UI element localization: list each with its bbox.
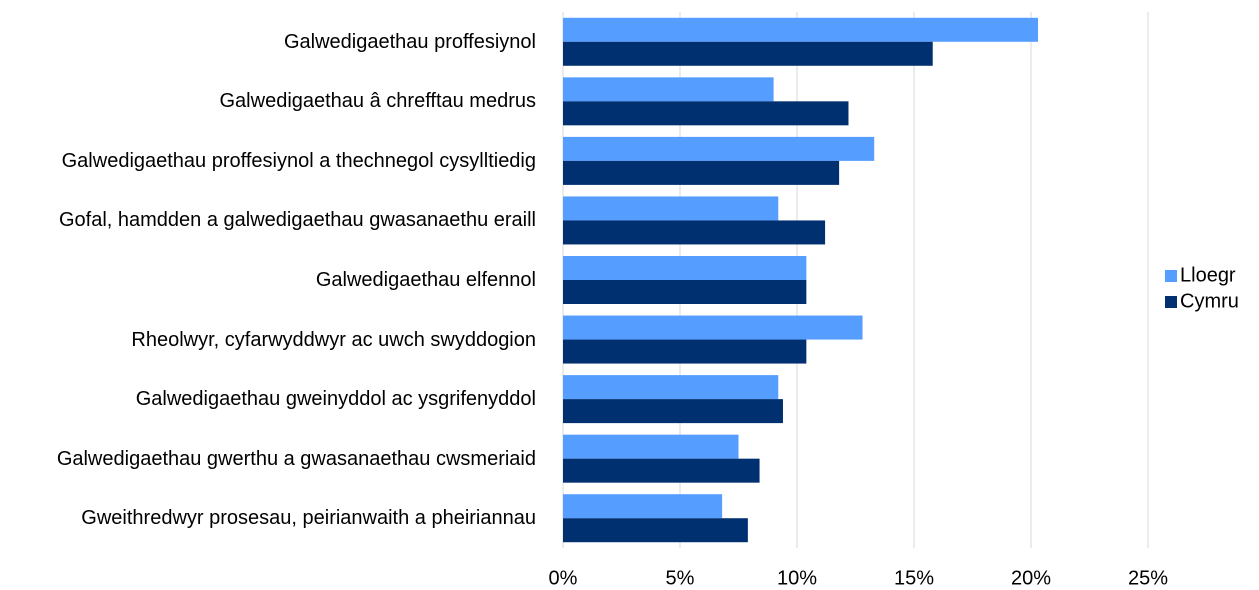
legend-swatch <box>1165 270 1177 282</box>
legend-label: Cymru <box>1180 290 1239 312</box>
category-label: Galwedigaethau gwerthu a gwasanaethau cw… <box>56 447 536 470</box>
bar <box>563 196 779 221</box>
category-label: Rheolwyr, cyfarwyddwyr ac uwch swyddogio… <box>131 328 536 351</box>
bar <box>563 399 783 424</box>
category-label: Gofal, hamdden a galwedigaethau gwasanae… <box>58 209 536 232</box>
legend-swatch <box>1165 296 1177 308</box>
bar <box>563 160 840 185</box>
bar <box>563 518 748 543</box>
x-tick-label: 20% <box>1011 567 1051 589</box>
category-label: Galwedigaethau proffesiynol a thechnegol… <box>61 149 536 172</box>
x-tick-label: 10% <box>777 567 817 589</box>
bar <box>563 41 933 66</box>
legend-label: Lloegr <box>1180 264 1236 286</box>
bar <box>563 458 760 483</box>
x-tick-label: 5% <box>666 567 695 589</box>
bar <box>563 17 1039 42</box>
category-label: Galwedigaethau elfennol <box>315 269 536 291</box>
bar <box>563 136 875 161</box>
bar <box>563 256 807 280</box>
category-label: Galwedigaethau proffesiynol <box>283 30 536 53</box>
x-tick-label: 15% <box>894 567 934 589</box>
bar <box>563 315 863 340</box>
bar <box>563 280 807 304</box>
category-label: Gweithredwyr prosesau, peirianwaith a ph… <box>81 507 536 530</box>
x-tick-label: 25% <box>1128 567 1168 589</box>
bar <box>563 101 849 126</box>
category-label: Galwedigaethau â chrefftau medrus <box>219 90 537 113</box>
bar <box>563 220 826 245</box>
x-tick-label: 0% <box>549 567 578 589</box>
bar <box>563 339 807 364</box>
bar <box>563 434 739 459</box>
category-label: Galwedigaethau gweinyddol ac ysgrifenydd… <box>135 388 536 411</box>
bar <box>563 375 779 400</box>
bar <box>563 77 774 102</box>
bar <box>563 494 723 519</box>
